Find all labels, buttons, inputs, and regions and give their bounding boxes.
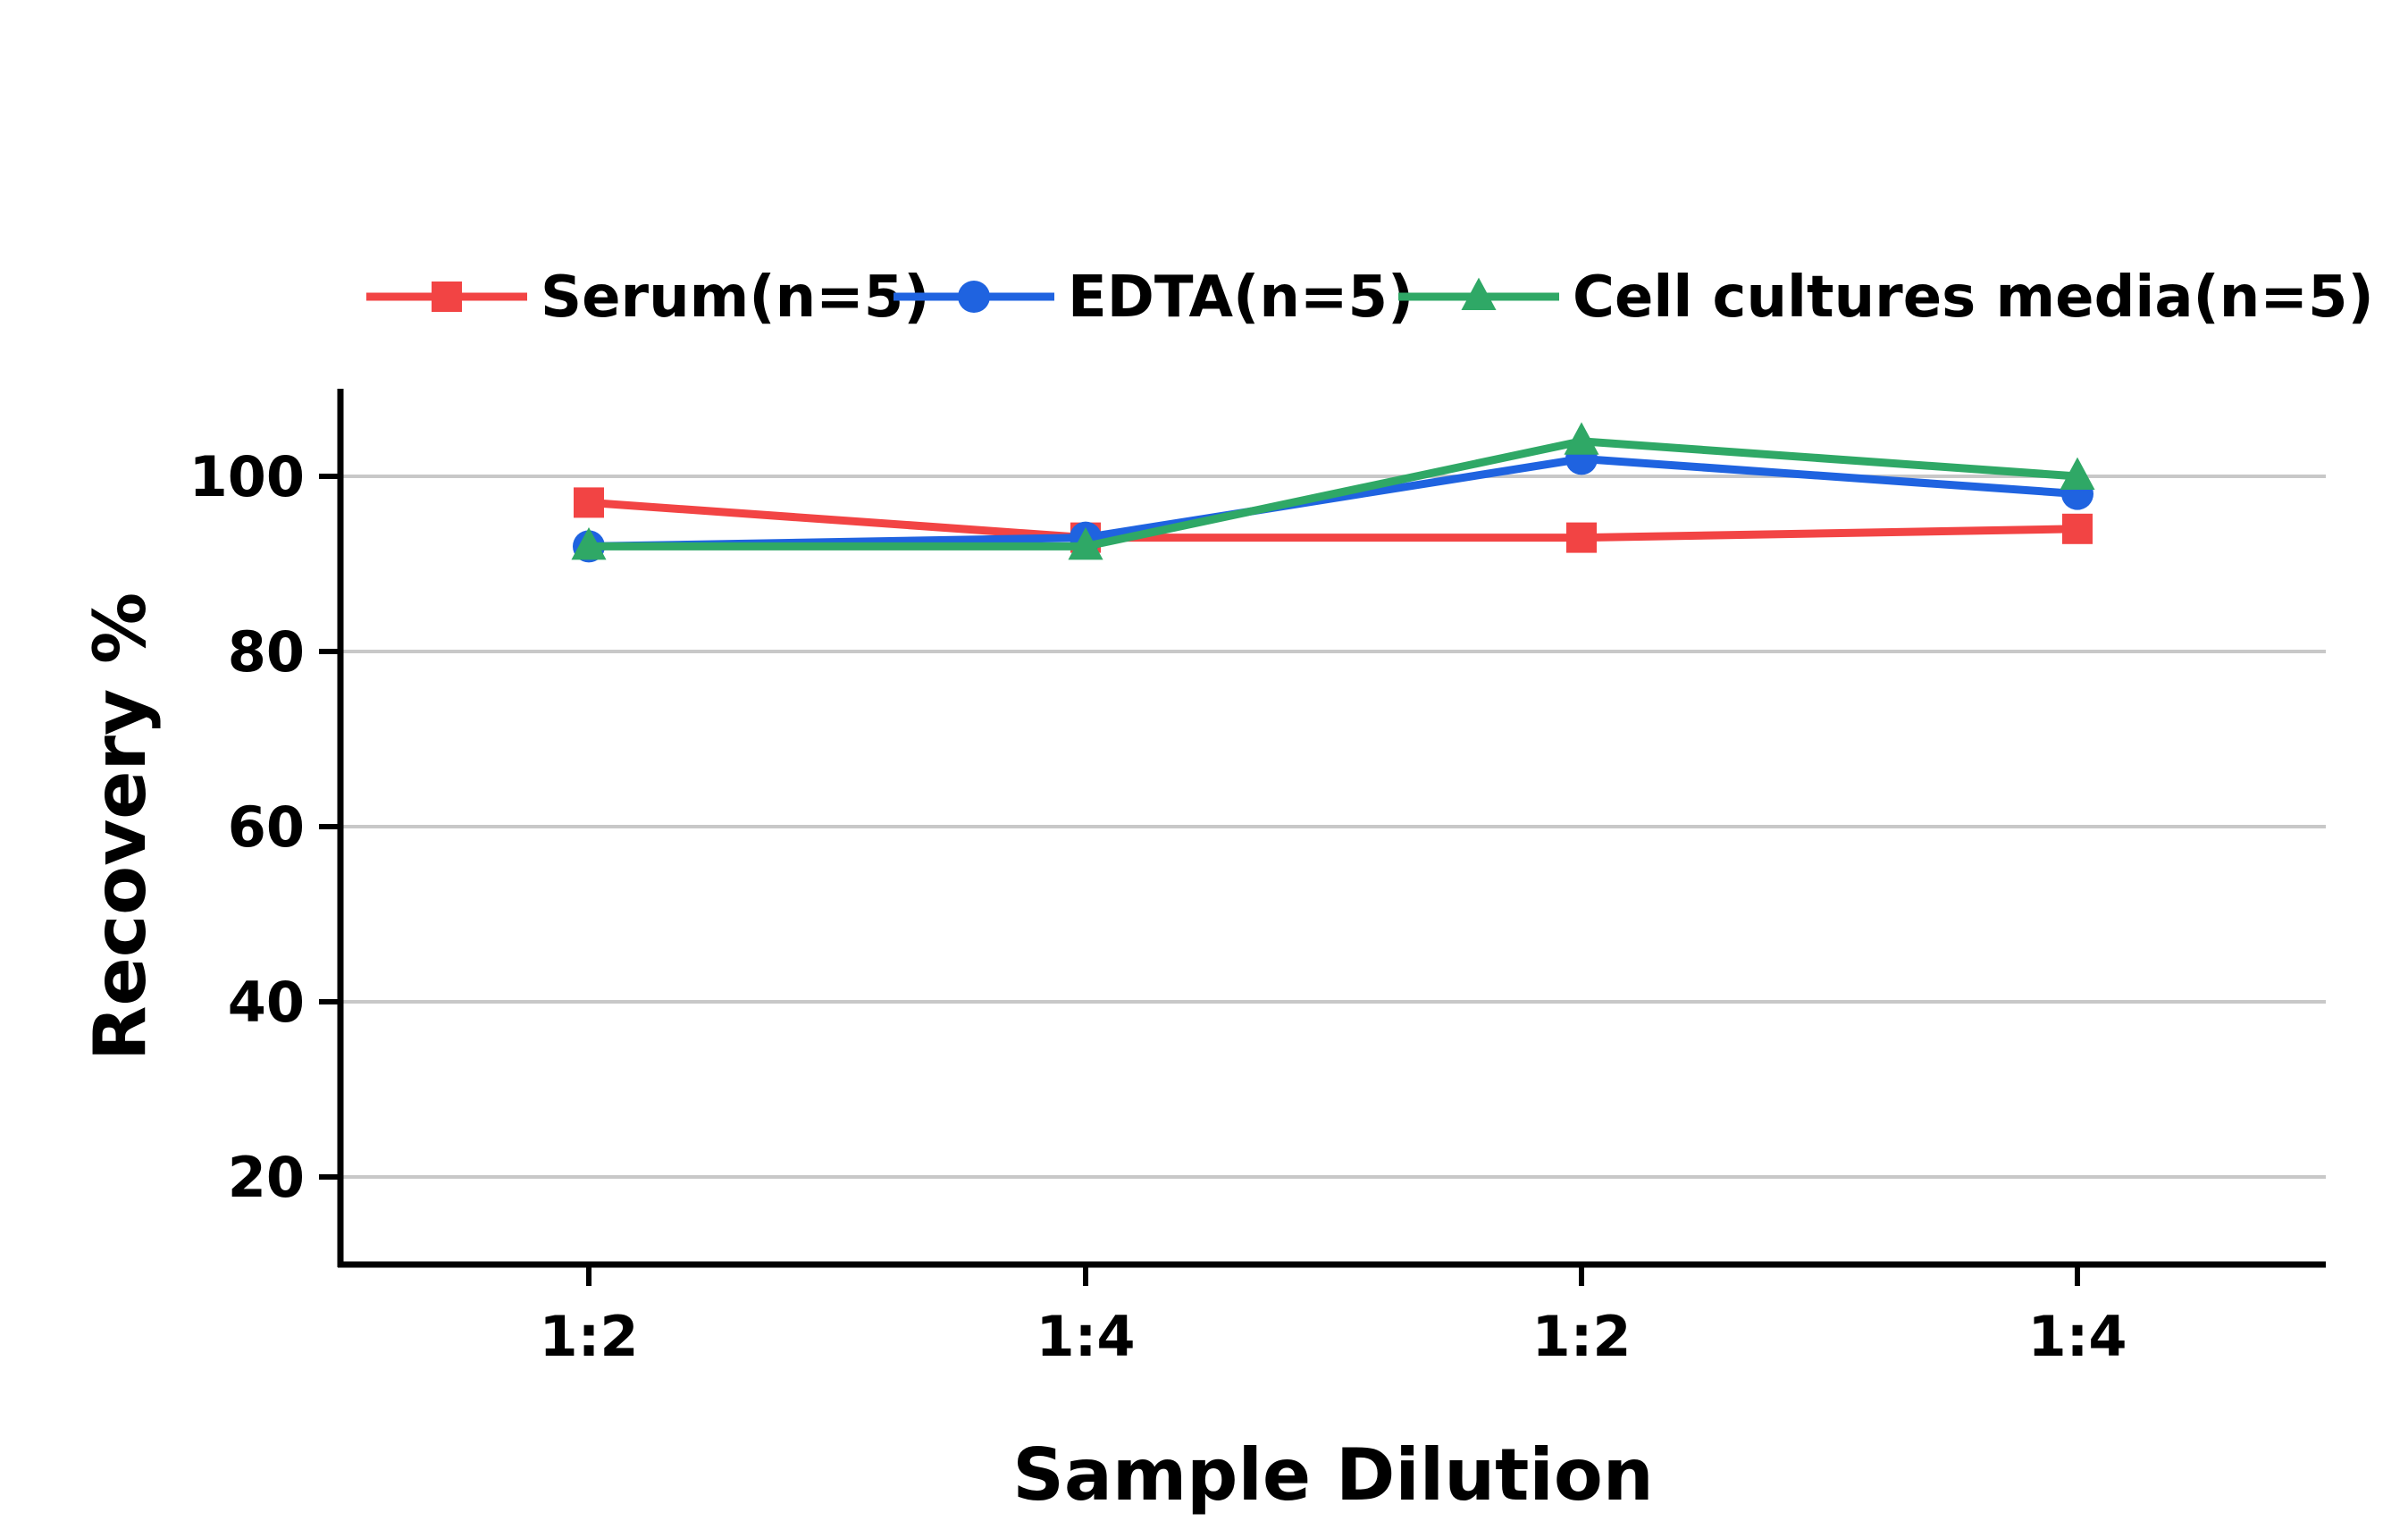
y-tick-label: 20 xyxy=(228,1145,305,1210)
y-ticks: 20 40 60 80 100 xyxy=(189,444,340,1210)
y-axis-title: Recovery % xyxy=(79,593,162,1061)
x-axis-title: Sample Dilution xyxy=(1012,1433,1654,1517)
legend-swatch-marker xyxy=(958,281,990,313)
series xyxy=(571,422,2095,563)
x-tick-label: 1:2 xyxy=(539,1304,638,1369)
legend-label: EDTA(n=5) xyxy=(1068,265,1414,331)
legend-swatch-marker xyxy=(432,282,462,312)
gridlines xyxy=(340,475,2326,1179)
data-point xyxy=(1068,526,1103,560)
legend: Serum(n=5) EDTA(n=5) Cell cultures media(n… xyxy=(366,265,2374,331)
legend-label: Cell cultures media(n=5) xyxy=(1573,265,2374,331)
legend-item: Serum(n=5) xyxy=(366,265,930,331)
series-line xyxy=(588,454,2078,550)
legend-item: Cell cultures media(n=5) xyxy=(1398,265,2374,331)
series-line xyxy=(589,437,2078,550)
data-point xyxy=(1566,522,1597,553)
y-tick-label: 60 xyxy=(228,794,305,860)
data-point xyxy=(2062,513,2093,544)
y-tick-label: 40 xyxy=(228,970,305,1035)
x-tick-label: 1:2 xyxy=(1531,1304,1631,1369)
data-point xyxy=(2060,457,2095,490)
y-tick-label: 80 xyxy=(228,619,305,685)
series-3 xyxy=(571,422,2095,560)
data-point xyxy=(1564,422,1599,455)
x-tick-label: 1:4 xyxy=(2027,1304,2127,1369)
data-point xyxy=(571,526,607,560)
x-tick-label: 1:4 xyxy=(1036,1304,1135,1369)
legend-label: Serum(n=5) xyxy=(541,265,930,331)
series-line xyxy=(588,498,2078,542)
x-ticks: 1:2 1:4 1:2 1:4 xyxy=(539,1265,2127,1369)
data-point xyxy=(574,487,604,518)
legend-item: EDTA(n=5) xyxy=(894,265,1414,331)
legend-swatch-marker xyxy=(1461,277,1497,310)
y-tick-label: 100 xyxy=(189,444,305,509)
